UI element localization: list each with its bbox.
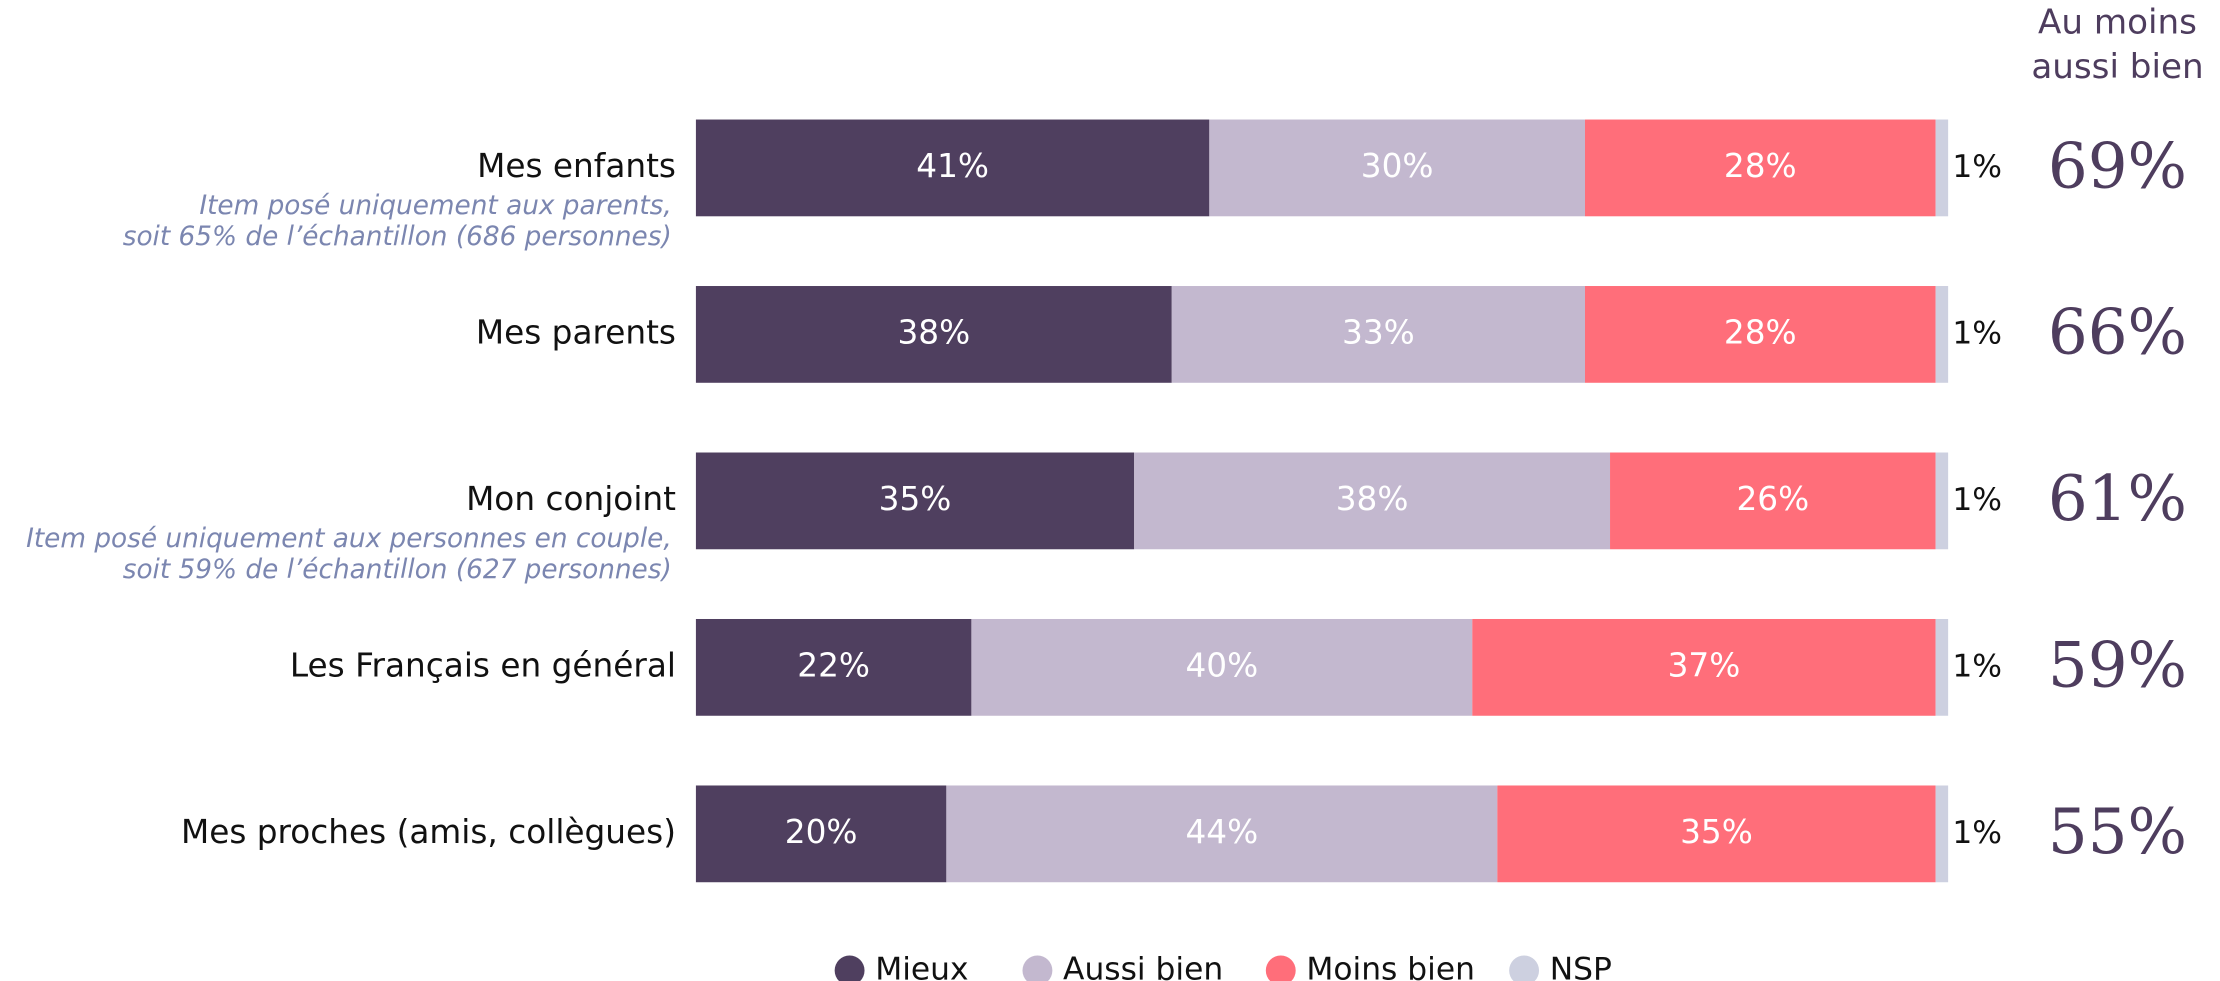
bar-segment <box>971 618 1473 716</box>
annotation: Item posé uniquement aux parents, <box>199 191 671 221</box>
value-label: 22% <box>797 646 870 684</box>
bar-segment <box>1610 452 1936 550</box>
value-label: 37% <box>1668 646 1741 684</box>
total-value: 59% <box>2048 629 2187 702</box>
legend-label: NSP <box>1550 951 1612 981</box>
bar-segment <box>1171 286 1585 383</box>
category-label: Mon conjoint <box>466 480 676 518</box>
legend-swatch <box>1265 955 1296 981</box>
bar-segment <box>695 785 947 883</box>
totals-title: Au moins <box>2038 3 2197 43</box>
value-label: 20% <box>785 813 858 851</box>
bar-segment <box>695 618 972 716</box>
value-label: 1% <box>1952 149 2002 185</box>
total-value: 69% <box>2048 129 2187 202</box>
value-label: 28% <box>1724 313 1797 351</box>
category-label: Mes enfants <box>477 147 676 185</box>
bar-segment <box>695 119 1210 217</box>
category-label: Mes parents <box>476 313 676 351</box>
legend-label: Mieux <box>875 951 968 981</box>
bar-segment <box>1935 286 1949 383</box>
annotation: soit 59% de l’échantillon (627 personnes… <box>123 555 672 585</box>
value-label: 1% <box>1952 815 2002 851</box>
value-label: 35% <box>879 480 952 518</box>
value-label: 44% <box>1185 813 1258 851</box>
bar-segment <box>1497 785 1936 883</box>
legend-swatch <box>834 955 865 981</box>
legend-label: Moins bien <box>1306 951 1475 981</box>
value-label: 26% <box>1736 480 1809 518</box>
value-label: 1% <box>1952 482 2002 518</box>
total-value: 55% <box>2048 795 2187 868</box>
bar-segment <box>1935 119 1949 217</box>
value-label: 38% <box>1336 480 1409 518</box>
annotation: soit 65% de l’échantillon (686 personnes… <box>123 222 672 252</box>
value-label: 28% <box>1724 147 1797 185</box>
value-label: 1% <box>1952 648 2002 684</box>
bar-segment <box>1935 785 1949 883</box>
bar-segment <box>1209 119 1585 217</box>
bar-segment <box>695 452 1135 550</box>
total-value: 61% <box>2048 462 2187 535</box>
category-label: Mes proches (amis, collègues) <box>181 813 676 851</box>
bar-segment <box>946 785 1498 883</box>
value-label: 35% <box>1680 813 1753 851</box>
total-value: 66% <box>2048 296 2187 369</box>
legend-swatch <box>1022 955 1053 981</box>
value-label: 30% <box>1361 147 1434 185</box>
annotation: Item posé uniquement aux personnes en co… <box>26 524 672 554</box>
value-label: 40% <box>1185 646 1258 684</box>
bar-segment <box>1935 618 1949 716</box>
bar-segment <box>1584 119 1936 217</box>
value-label: 33% <box>1342 313 1415 351</box>
bar-segment <box>1472 618 1936 716</box>
value-label: 1% <box>1952 315 2002 351</box>
bar-segment <box>1935 452 1949 550</box>
legend-swatch <box>1509 955 1540 981</box>
legend-label: Aussi bien <box>1063 951 1223 981</box>
bar-segment <box>695 286 1172 383</box>
category-label: Les Français en général <box>290 646 676 684</box>
value-label: 38% <box>897 313 970 351</box>
bar-segment <box>1584 286 1936 383</box>
totals-title: aussi bien <box>2031 47 2203 87</box>
value-label: 41% <box>916 147 989 185</box>
bar-segment <box>1134 452 1611 550</box>
